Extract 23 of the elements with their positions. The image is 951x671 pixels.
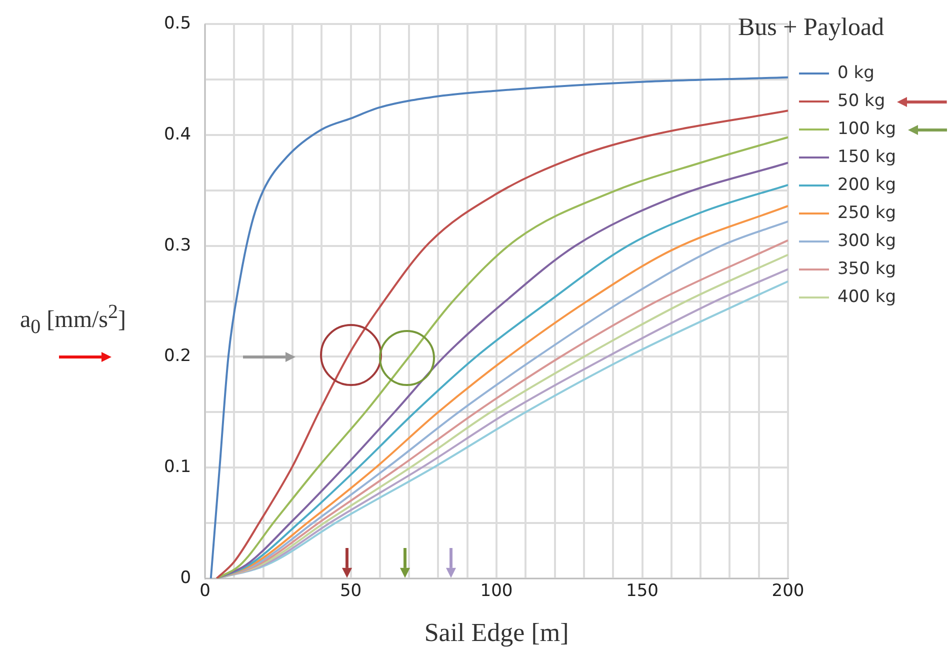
legend-label: 200 kg: [838, 174, 896, 195]
y-tick-label: 0.2: [164, 346, 192, 366]
legend-label: 250 kg: [838, 202, 896, 223]
y-tick-label: 0.5: [164, 14, 192, 34]
y-tick-label: 0.1: [164, 456, 192, 477]
legend-label: 400 kg: [838, 286, 896, 307]
legend-label: 300 kg: [838, 230, 896, 251]
y-tick-label: 0: [180, 568, 192, 588]
x-axis-title: Sail Edge [m]: [424, 618, 569, 648]
x-tick-label: 100: [480, 581, 513, 602]
legend-label: 50 kg: [838, 90, 886, 111]
legend-label: 100 kg: [838, 118, 896, 139]
legend-title: Bus + Payload: [738, 14, 884, 42]
x-tick-label: 200: [772, 581, 804, 602]
y-tick-label: 0.4: [164, 124, 192, 144]
x-tick-label: 0: [200, 581, 210, 602]
y-tick-label: 0.3: [164, 235, 192, 256]
x-tick-label: 50: [340, 581, 362, 602]
legend-label: 150 kg: [838, 146, 896, 167]
x-tick-label: 150: [626, 581, 658, 602]
legend-label: 350 kg: [838, 258, 896, 279]
legend-label: 0 kg: [838, 62, 874, 83]
y-axis-title: a$_{0}$ [mm/s$^{2}$]: [20, 301, 126, 340]
